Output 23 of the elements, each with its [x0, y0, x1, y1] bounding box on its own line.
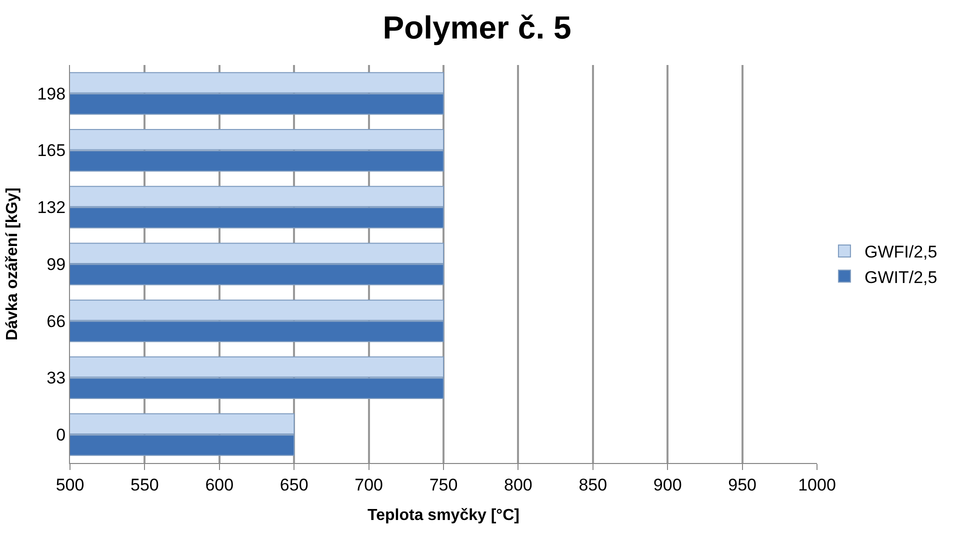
y-tick-label: 99 — [46, 254, 66, 274]
x-tick-label: 800 — [504, 475, 532, 494]
x-tick-label: 650 — [280, 475, 308, 494]
legend-label: GWFI/2,5 — [864, 242, 938, 262]
x-tick-label: 850 — [578, 475, 608, 494]
chart-title: Polymer č. 5 — [382, 10, 572, 46]
x-tick-label: 950 — [728, 475, 756, 494]
x-tick-label: 600 — [205, 475, 234, 494]
x-tick-label: 900 — [653, 475, 682, 494]
y-axis-title: Dávka ozáření [kGy] — [4, 188, 22, 340]
legend-label: GWIT/2,5 — [864, 268, 938, 287]
x-tick-label: 750 — [429, 475, 458, 494]
y-tick-label: 66 — [46, 312, 66, 331]
x-tick-label: 550 — [130, 475, 159, 494]
y-tick-label: 33 — [46, 368, 66, 388]
x-tick-label: 700 — [354, 475, 383, 494]
y-tick-label: 0 — [56, 426, 66, 445]
y-tick-label: 132 — [37, 198, 66, 218]
x-tick-label: 500 — [56, 475, 84, 494]
y-tick-label: 198 — [37, 84, 66, 104]
x-axis-title: Teplota smyčky [°C] — [368, 507, 520, 524]
y-tick-label: 165 — [37, 141, 66, 160]
x-tick-label: 1000 — [798, 475, 836, 494]
